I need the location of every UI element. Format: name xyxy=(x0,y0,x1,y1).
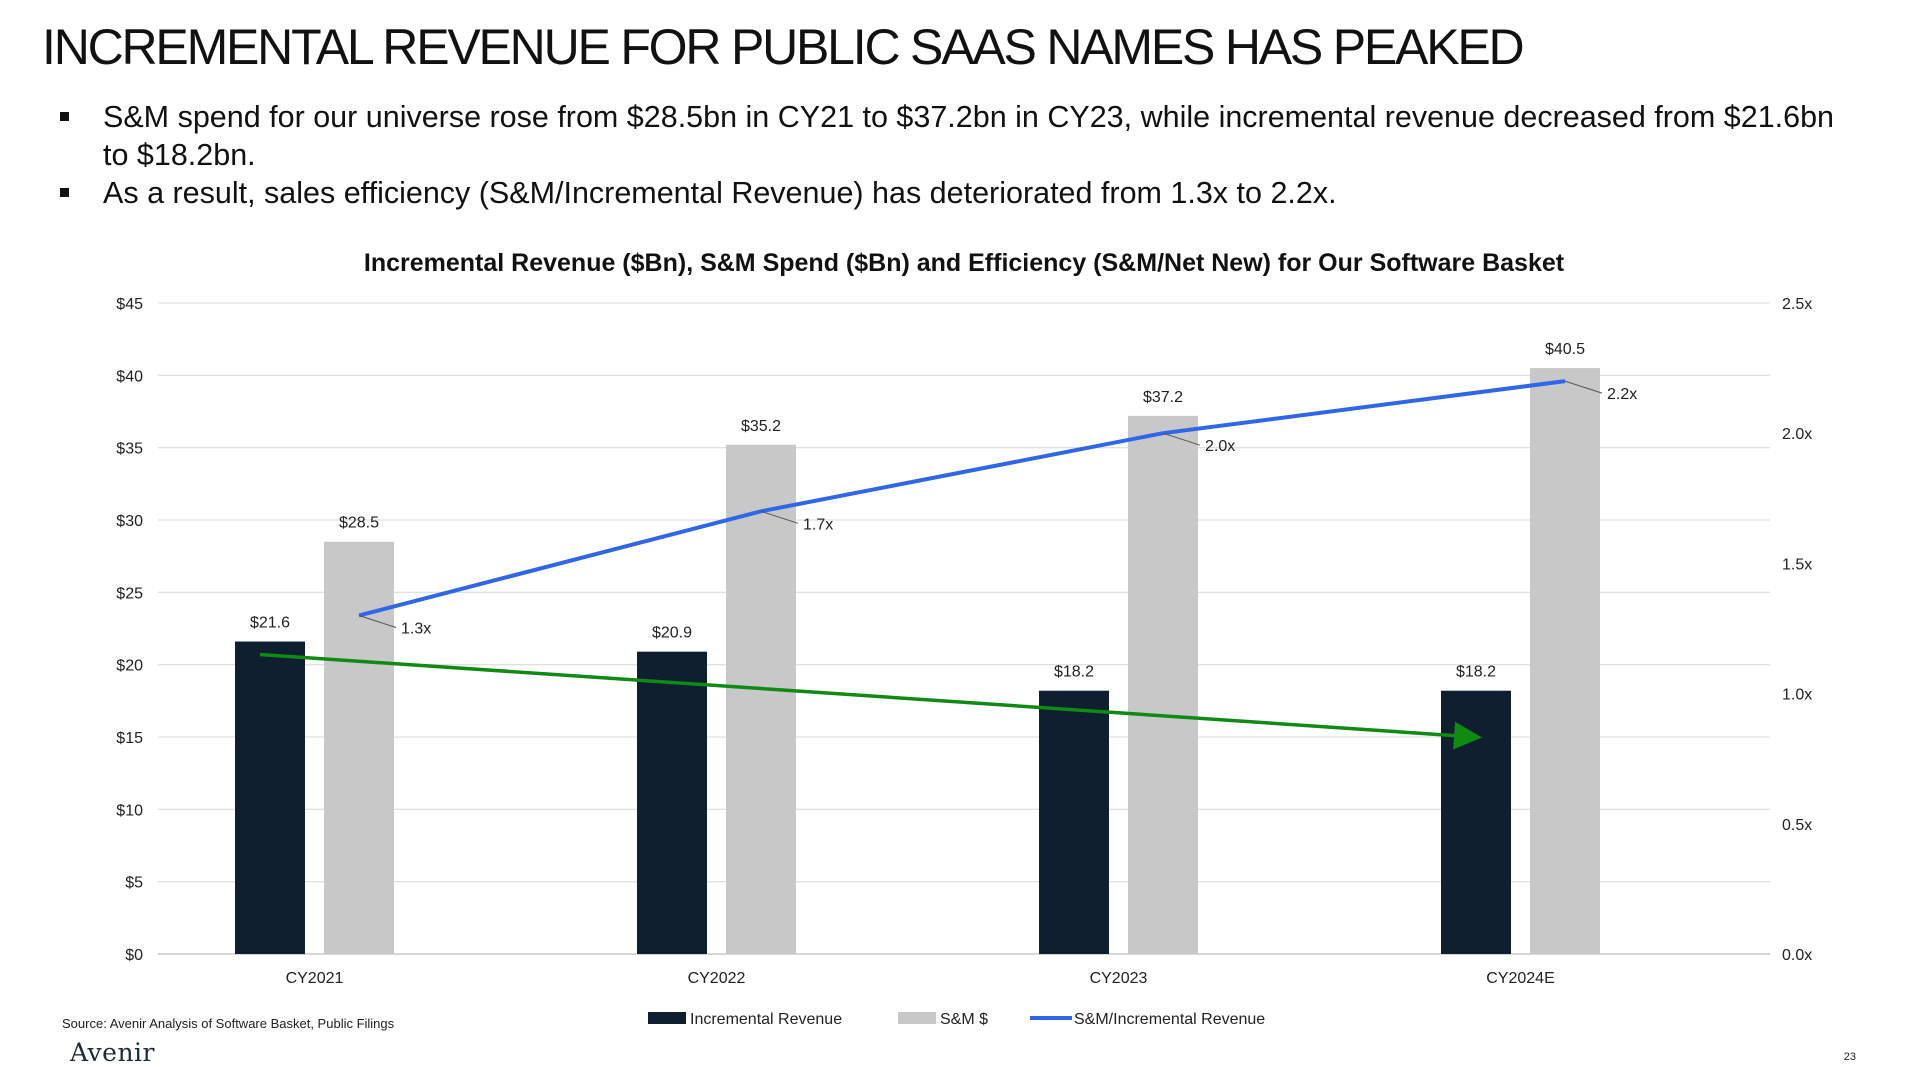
x-tick-label: CY2023 xyxy=(1090,970,1148,987)
bar-data-label: $40.5 xyxy=(1545,341,1585,358)
bullet-list: S&M spend for our universe rose from $28… xyxy=(60,98,1840,212)
y-right-tick-label: 1.0x xyxy=(1782,687,1812,704)
bar-data-label: $35.2 xyxy=(741,418,781,435)
bullet-item: S&M spend for our universe rose from $28… xyxy=(60,98,1840,174)
y-left-tick-label: $0 xyxy=(125,947,143,964)
bar-data-label: $21.6 xyxy=(250,615,290,632)
y-right-tick-label: 0.0x xyxy=(1782,947,1812,964)
bar-incremental-revenue xyxy=(637,651,707,954)
y-left-tick-label: $40 xyxy=(116,368,143,385)
company-logo: Avenir xyxy=(70,1038,156,1067)
y-right-tick-label: 1.5x xyxy=(1782,556,1812,573)
y-left-tick-label: $20 xyxy=(116,658,143,675)
legend-label: S&M $ xyxy=(940,1011,988,1028)
x-tick-label: CY2024E xyxy=(1486,970,1555,987)
bar-sm-spend xyxy=(1530,368,1600,955)
y-left-tick-label: $25 xyxy=(116,585,143,602)
legend-label: S&M/Incremental Revenue xyxy=(1074,1011,1265,1028)
data-label-leader xyxy=(358,615,397,628)
y-left-tick-label: $45 xyxy=(116,296,143,313)
trend-arrow xyxy=(259,652,1482,750)
efficiency-data-label: 2.0x xyxy=(1205,438,1235,455)
y-right-tick-label: 0.5x xyxy=(1782,817,1812,834)
bar-data-label: $20.9 xyxy=(652,625,692,642)
y-left-tick-label: $30 xyxy=(116,513,143,530)
legend-swatch-sm-spend xyxy=(898,1012,936,1024)
bullet-text: As a result, sales efficiency (S&M/Incre… xyxy=(103,176,1337,210)
y-left-tick-label: $5 xyxy=(125,875,143,892)
efficiency-data-label: 1.3x xyxy=(401,620,431,637)
efficiency-data-label: 2.2x xyxy=(1607,386,1637,403)
bullet-square-icon xyxy=(60,112,69,121)
y-left-tick-label: $10 xyxy=(116,802,143,819)
y-right-tick-label: 2.0x xyxy=(1782,426,1812,443)
page-number: 23 xyxy=(1843,1051,1856,1063)
bullet-square-icon xyxy=(60,188,69,197)
x-tick-label: CY2022 xyxy=(688,970,746,987)
legend-label: Incremental Revenue xyxy=(690,1011,842,1028)
page-title: INCREMENTAL REVENUE FOR PUBLIC SAAS NAME… xyxy=(42,19,1525,75)
y-left-tick-label: $15 xyxy=(116,730,143,747)
data-label-leader xyxy=(1162,432,1201,446)
bullet-text: S&M spend for our universe rose from $28… xyxy=(103,100,1835,172)
bar-data-label: $18.2 xyxy=(1456,664,1496,681)
efficiency-data-label: 1.7x xyxy=(803,516,833,533)
bar-data-label: $37.2 xyxy=(1143,389,1183,406)
bar-sm-spend xyxy=(726,444,796,954)
legend-swatch-incremental-revenue xyxy=(648,1012,686,1024)
y-right-tick-label: 2.5x xyxy=(1782,296,1812,313)
y-left-tick-label: $35 xyxy=(116,441,143,458)
bar-incremental-revenue xyxy=(235,641,305,954)
chart-title: Incremental Revenue ($Bn), S&M Spend ($B… xyxy=(364,249,1565,277)
data-label-leader xyxy=(760,510,799,524)
bullet-item: As a result, sales efficiency (S&M/Incre… xyxy=(60,174,1840,212)
bar-incremental-revenue xyxy=(1039,690,1109,954)
bar-data-label: $28.5 xyxy=(339,515,379,532)
bar-incremental-revenue xyxy=(1441,690,1511,954)
data-label-leader xyxy=(1564,380,1603,394)
bar-sm-spend xyxy=(324,541,394,954)
x-tick-label: CY2021 xyxy=(286,970,344,987)
source-note: Source: Avenir Analysis of Software Bask… xyxy=(62,1016,395,1031)
bar-data-label: $18.2 xyxy=(1054,664,1094,681)
bar-sm-spend xyxy=(1128,415,1198,955)
efficiency-line xyxy=(358,379,1566,618)
